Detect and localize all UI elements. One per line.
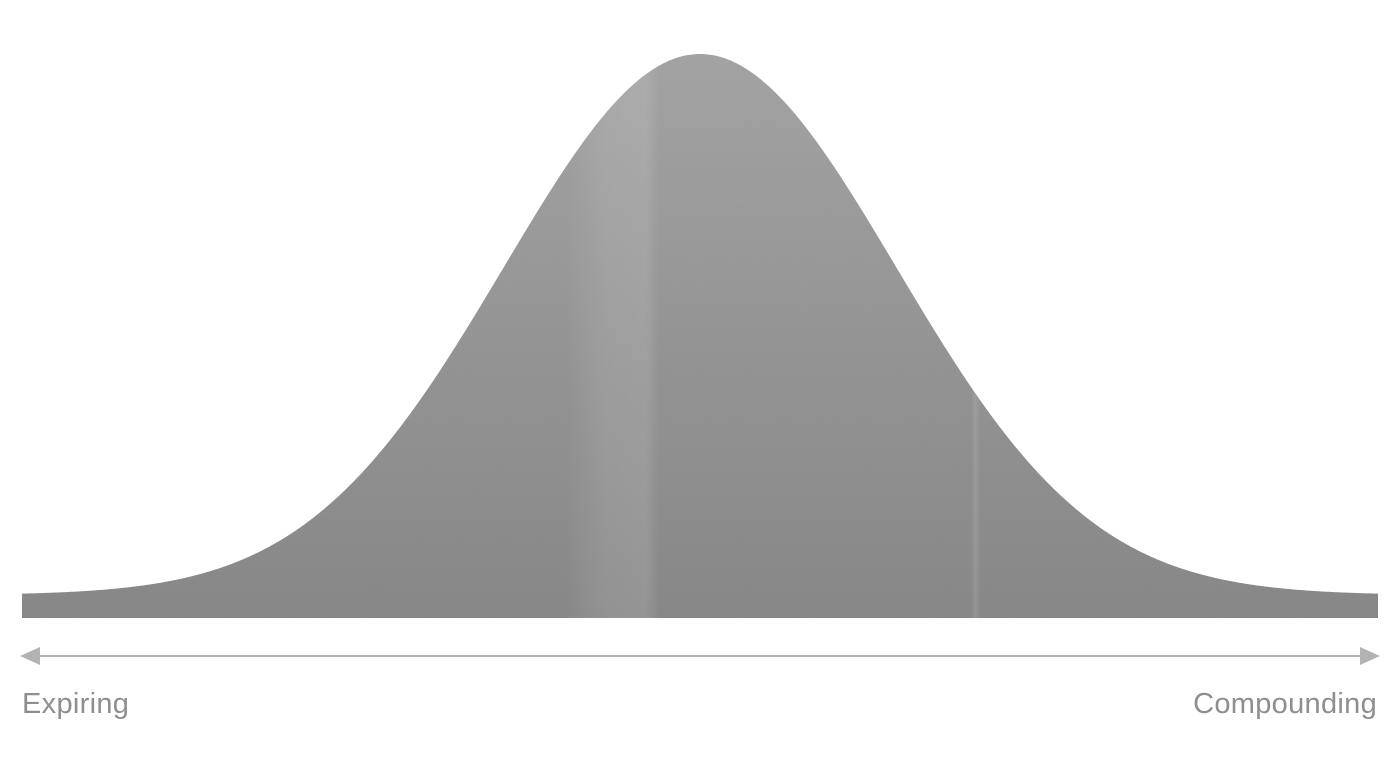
expiring-label: Expiring (22, 688, 130, 720)
compounding-label: Compounding (1193, 688, 1377, 720)
bell-curve-texture (22, 54, 1378, 618)
right-arrow-icon (1360, 647, 1380, 665)
left-arrow-icon (20, 647, 40, 665)
spectrum-axis (20, 647, 1380, 665)
